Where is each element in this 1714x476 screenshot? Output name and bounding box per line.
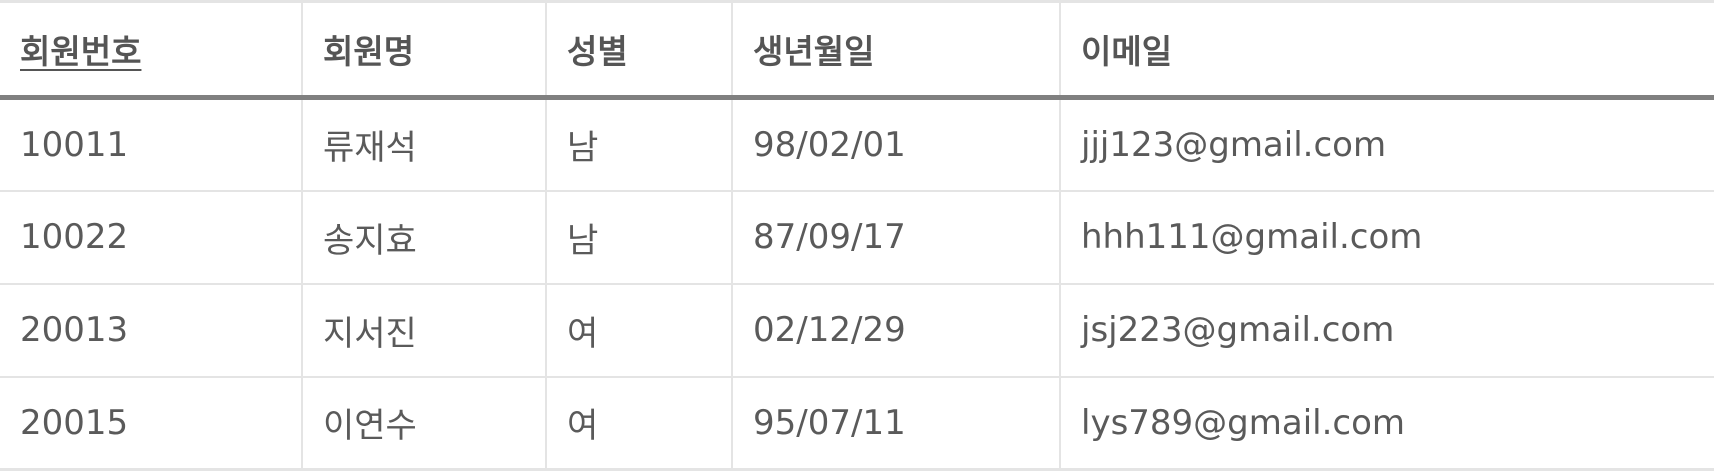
cell-email: hhh111@gmail.com: [1059, 189, 1714, 285]
cell-member-id: 10022: [0, 189, 303, 285]
cell-birthdate: 95/07/11: [731, 375, 1061, 471]
cell-member-id: 10011: [0, 96, 303, 192]
cell-gender: 남: [545, 189, 733, 285]
cell-member-id: 20013: [0, 282, 303, 378]
cell-member-name: 류재석: [301, 96, 547, 192]
cell-gender: 여: [545, 282, 733, 378]
header-birthdate: 생년월일: [731, 0, 1061, 100]
cell-email: jsj223@gmail.com: [1059, 282, 1714, 378]
table-body: 10011 류재석 남 98/02/01 jjj123@gmail.com 10…: [0, 96, 1714, 471]
cell-member-name: 송지효: [301, 189, 547, 285]
table-row: 10011 류재석 남 98/02/01 jjj123@gmail.com: [0, 96, 1714, 192]
cell-gender: 남: [545, 96, 733, 192]
cell-birthdate: 98/02/01: [731, 96, 1061, 192]
header-member-id[interactable]: 회원번호: [0, 0, 303, 100]
cell-member-name: 이연수: [301, 375, 547, 471]
cell-email: jjj123@gmail.com: [1059, 96, 1714, 192]
cell-birthdate: 02/12/29: [731, 282, 1061, 378]
cell-gender: 여: [545, 375, 733, 471]
header-gender: 성별: [545, 0, 733, 100]
cell-member-id: 20015: [0, 375, 303, 471]
table-row: 20015 이연수 여 95/07/11 lys789@gmail.com: [0, 375, 1714, 471]
cell-member-name: 지서진: [301, 282, 547, 378]
cell-birthdate: 87/09/17: [731, 189, 1061, 285]
table-header: 회원번호 회원명 성별 생년월일 이메일: [0, 0, 1714, 100]
table-row: 10022 송지효 남 87/09/17 hhh111@gmail.com: [0, 189, 1714, 285]
header-row: 회원번호 회원명 성별 생년월일 이메일: [0, 0, 1714, 100]
header-email: 이메일: [1059, 0, 1714, 100]
table-row: 20013 지서진 여 02/12/29 jsj223@gmail.com: [0, 282, 1714, 378]
header-member-name: 회원명: [301, 0, 547, 100]
cell-email: lys789@gmail.com: [1059, 375, 1714, 471]
